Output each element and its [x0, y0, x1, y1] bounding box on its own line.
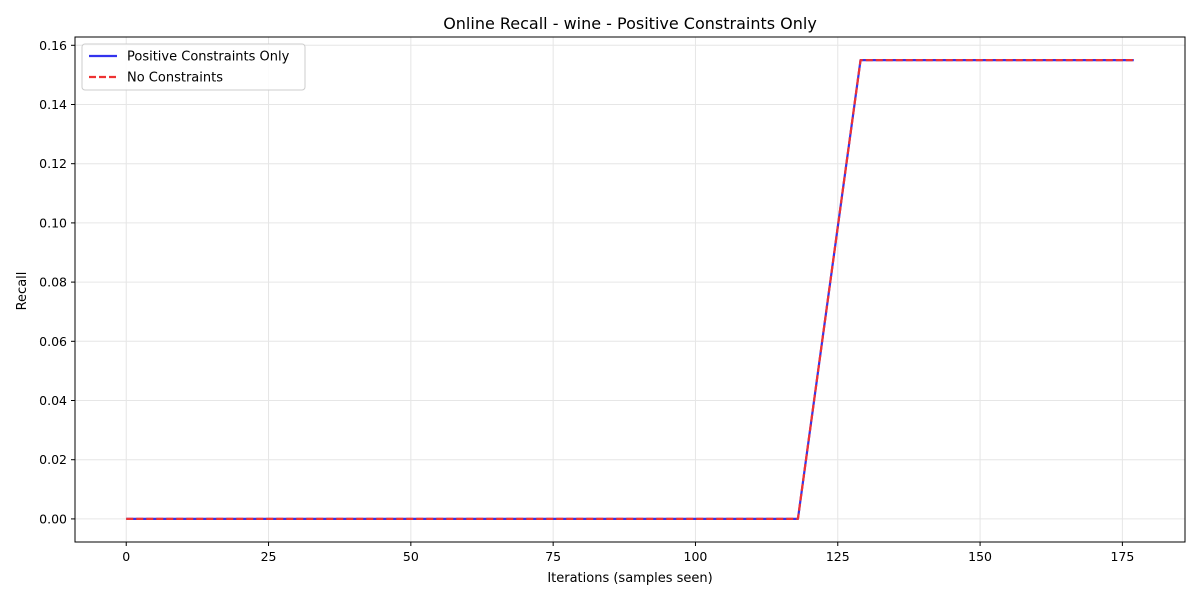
legend-label: Positive Constraints Only	[127, 50, 290, 65]
y-tick-label: 0.04	[39, 393, 67, 408]
axis-ticks: 0 25 50 75 100 125 150 175 0.00 0.02 0.04 0.06 0.08 0…	[39, 38, 1134, 564]
y-tick-label: 0.10	[39, 215, 67, 230]
x-tick-label: 175	[1110, 549, 1134, 564]
series-lines	[126, 58, 1134, 521]
y-tick-label: 0.00	[39, 511, 67, 526]
x-tick-label: 0	[122, 549, 130, 564]
y-tick-label: 0.12	[39, 156, 67, 171]
y-tick-label: 0.02	[39, 452, 67, 467]
x-tick-label: 125	[826, 549, 850, 564]
x-axis-label: Iterations (samples seen)	[547, 571, 712, 586]
legend-label: No Constraints	[127, 71, 223, 86]
series-line-no-constraints	[126, 58, 1134, 521]
x-tick-label: 150	[968, 549, 992, 564]
x-tick-label: 50	[403, 549, 419, 564]
x-tick-label: 75	[545, 549, 561, 564]
y-tick-label: 0.08	[39, 275, 67, 290]
plot-area-frame	[74, 36, 1186, 543]
chart-title: Online Recall - wine - Positive Constrai…	[443, 14, 817, 33]
y-tick-label: 0.16	[39, 38, 67, 53]
y-tick-label: 0.14	[39, 97, 67, 112]
x-tick-label: 25	[261, 549, 277, 564]
y-tick-label: 0.06	[39, 334, 67, 349]
x-tick-label: 100	[684, 549, 708, 564]
y-axis-label: Recall	[15, 272, 30, 311]
legend: Positive Constraints Only No Constraints	[81, 43, 306, 91]
legend-frame	[81, 43, 306, 91]
